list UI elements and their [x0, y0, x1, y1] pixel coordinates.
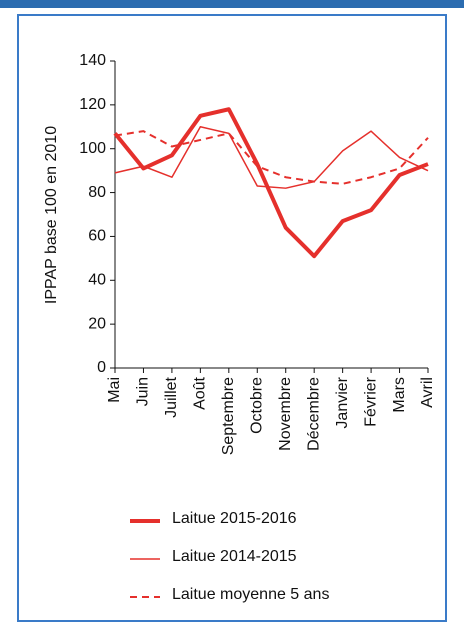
- x-tick-label: Janvier: [334, 376, 351, 428]
- y-tick-label: 80: [88, 184, 106, 201]
- y-tick-label: 100: [79, 140, 106, 157]
- x-tick-label: Mars: [391, 377, 408, 413]
- x-tick-label: Février: [362, 376, 379, 426]
- y-tick-label: 0: [97, 359, 106, 376]
- x-tick-label: Novembre: [277, 377, 294, 451]
- legend-label: Laitue 2015-2016: [172, 510, 297, 527]
- x-tick-label: Juillet: [163, 376, 180, 417]
- y-tick-label: 60: [88, 228, 106, 245]
- x-tick-label: Mai: [106, 377, 123, 403]
- series-line: [114, 130, 429, 185]
- header-band: [0, 0, 464, 8]
- legend-label: Laitue 2014-2015: [172, 548, 297, 565]
- x-tick-label: Avril: [419, 377, 436, 408]
- x-tick-label: Septembre: [220, 377, 237, 455]
- y-axis-label: IPPAP base 100 en 2010: [43, 126, 60, 304]
- y-tick-label: 20: [88, 315, 106, 332]
- series-line: [114, 126, 429, 189]
- y-tick-label: 40: [88, 272, 106, 289]
- frame: [17, 14, 447, 622]
- x-tick-label: Décembre: [305, 377, 322, 451]
- x-tick-label: Octobre: [248, 377, 265, 434]
- y-tick-label: 120: [79, 96, 106, 113]
- x-tick-label: Juin: [135, 377, 152, 406]
- y-tick-label: 140: [79, 52, 106, 69]
- x-tick-label: Août: [192, 376, 209, 409]
- series-line: [113, 107, 429, 259]
- legend-label: Laitue moyenne 5 ans: [172, 586, 329, 603]
